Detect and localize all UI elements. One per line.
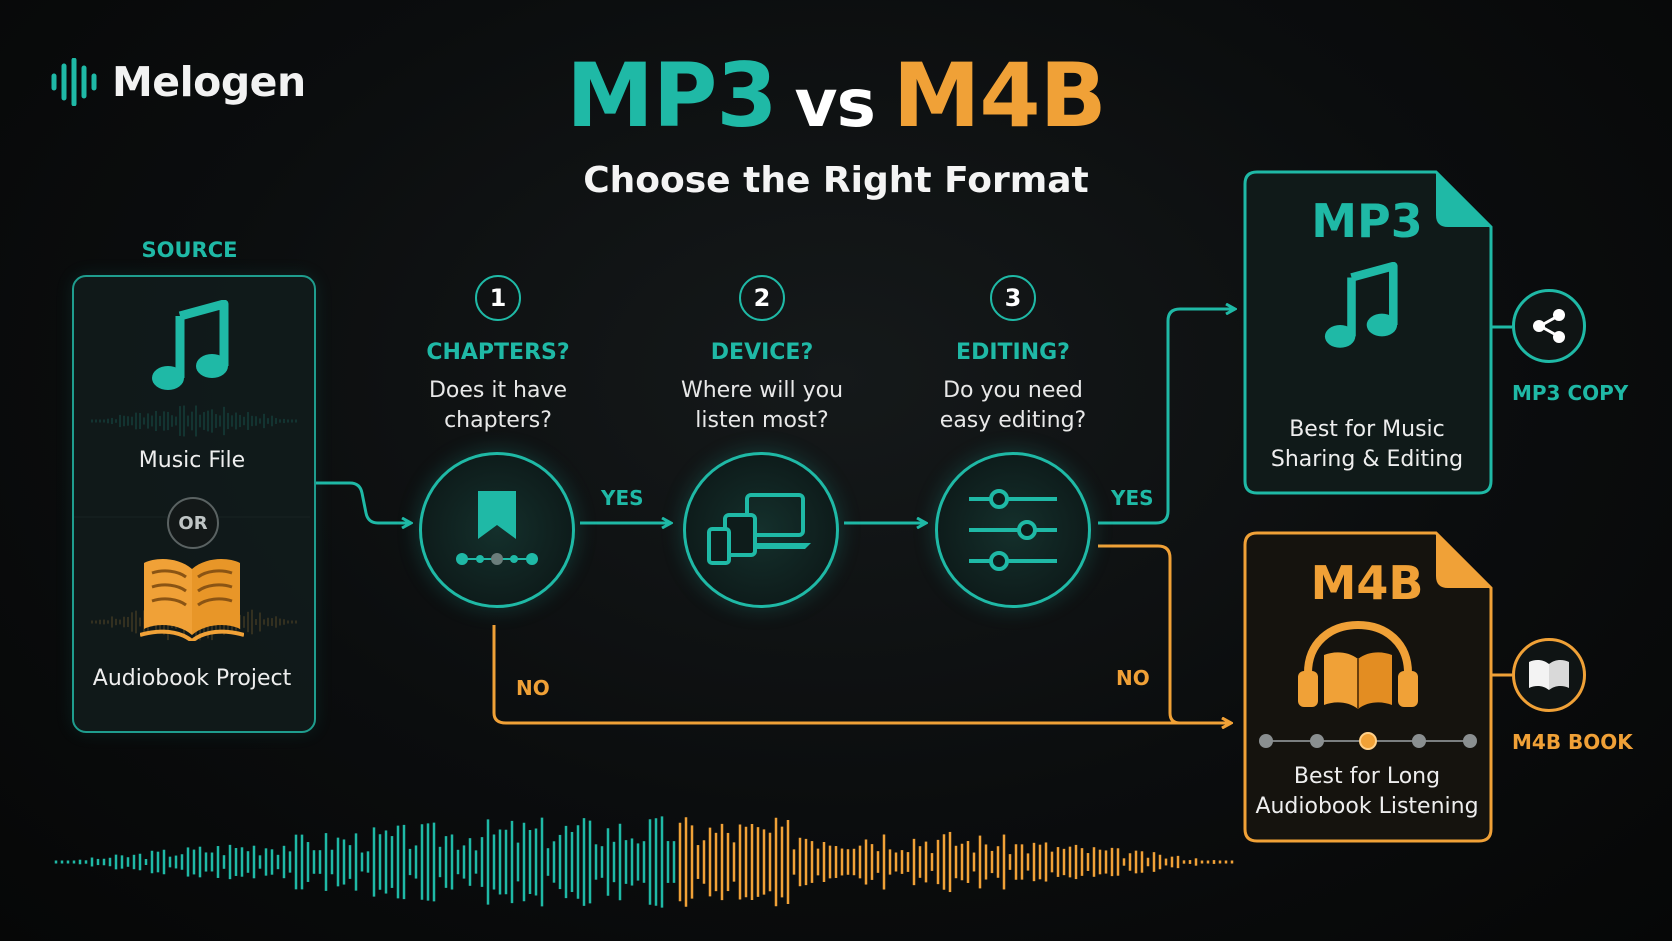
page-title: MP3 vs M4B [0, 52, 1672, 140]
chapter-progress-track [1259, 732, 1477, 750]
bottom-decorative-waveform [54, 816, 1234, 908]
step-3-number: 3 [990, 275, 1036, 321]
m4b-card-line1: Best for Long [1293, 764, 1441, 789]
mp3-output-label: MP3 COPY [1512, 381, 1629, 405]
mp3-output-node [1512, 289, 1586, 363]
step-2-node [683, 452, 839, 608]
step-2-question-line1: Where will you [680, 378, 844, 403]
open-book-icon [140, 559, 244, 641]
yes-label-editing: YES [1111, 486, 1154, 510]
connector-source-to-chapters [316, 481, 410, 523]
step-3-question-line1: Do you need [943, 378, 1083, 403]
step-3-node [935, 452, 1091, 608]
step-2-number: 2 [739, 275, 785, 321]
step-1-question-line1: Does it have [428, 378, 568, 403]
step-3-title: EDITING? [956, 340, 1070, 365]
m4b-output-label: M4B BOOK [1512, 730, 1633, 754]
devices-icon [707, 493, 811, 565]
yes-label-chapters: YES [601, 486, 644, 510]
share-icon [1533, 309, 1565, 343]
title-mp3: MP3 [566, 44, 777, 147]
step-1-question-line2: chapters? [444, 408, 552, 433]
step-2-title: DEVICE? [710, 340, 814, 365]
headphones-book-icon [1298, 620, 1418, 709]
title-m4b: M4B [892, 44, 1107, 147]
step-1-node [419, 452, 575, 608]
step-1-title: CHAPTERS? [426, 340, 570, 365]
source-label: SOURCE [141, 238, 238, 262]
source-music-label: Music File [138, 448, 246, 473]
mp3-card-title: MP3 [1311, 194, 1423, 248]
source-audiobook-label: Audiobook Project [92, 666, 292, 691]
no-label-editing: NO [1116, 666, 1150, 690]
bookmark-chapters-icon [456, 491, 538, 565]
m4b-card-line2: Audiobook Listening [1255, 794, 1479, 819]
connector-chapters-no-to-m4b [492, 625, 1230, 723]
waveform-logo-icon [51, 58, 97, 106]
page-subtitle: Choose the Right Format [583, 160, 1089, 201]
step-2-question-line2: listen most? [695, 408, 829, 433]
m4b-output-node [1512, 638, 1586, 712]
connector-editing-yes-to-mp3 [1098, 309, 1234, 525]
mp3-result-card [1243, 170, 1493, 495]
m4b-card-title: M4B [1310, 556, 1424, 610]
book-icon [1529, 659, 1569, 690]
no-label-chapters: NO [516, 676, 550, 700]
mp3-card-line2: Sharing & Editing [1270, 447, 1464, 472]
or-badge: OR [167, 497, 219, 549]
connector-editing-no-to-m4b [1098, 544, 1230, 723]
music-note-icon [152, 300, 229, 390]
step-1-number: 1 [475, 275, 521, 321]
mp3-card-line1: Best for Music [1289, 417, 1445, 442]
brand-name: Melogen [112, 58, 306, 106]
brand: Melogen [50, 58, 306, 106]
sliders-icon [969, 489, 1057, 571]
music-note-icon [1324, 262, 1398, 348]
title-vs: vs [794, 65, 876, 142]
step-3-question-line2: easy editing? [939, 408, 1087, 433]
